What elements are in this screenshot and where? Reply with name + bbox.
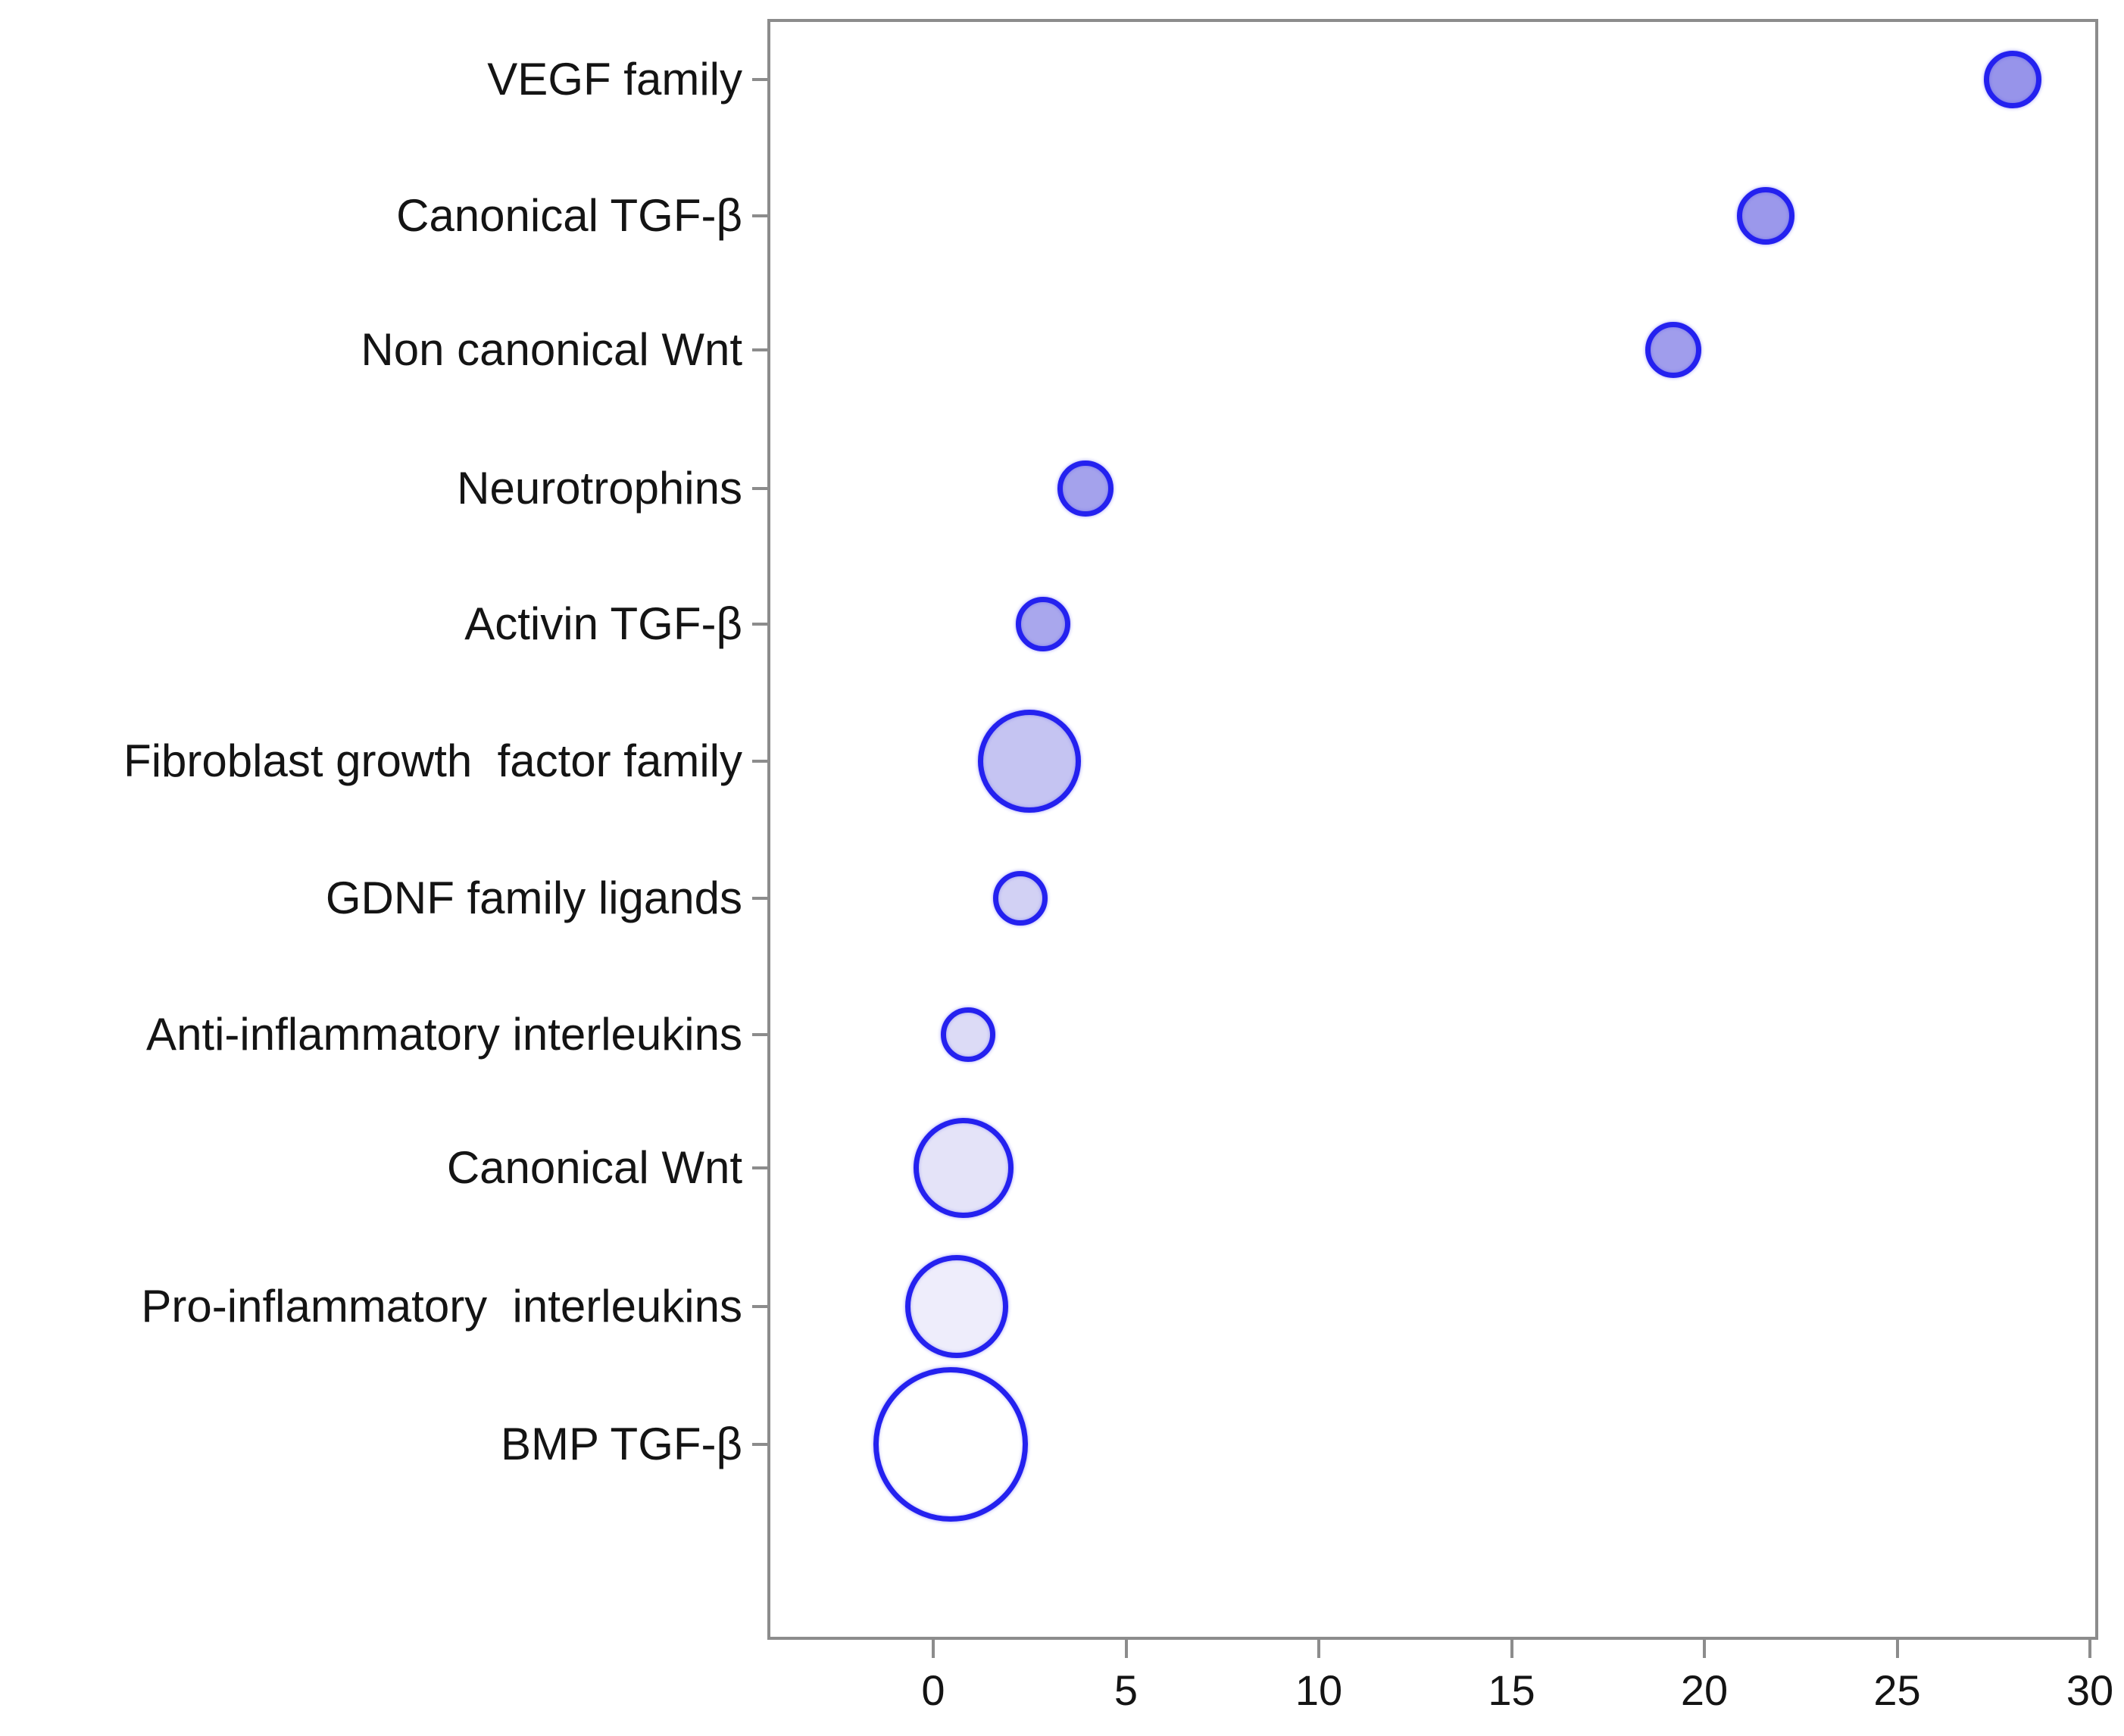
x-tick — [1510, 1640, 1513, 1658]
y-tick — [752, 1166, 767, 1169]
plot-area — [767, 19, 2098, 1640]
y-tick — [752, 78, 767, 81]
x-tick — [1703, 1640, 1706, 1658]
x-tick-label: 5 — [1114, 1666, 1139, 1714]
x-tick-label: 20 — [1680, 1666, 1729, 1714]
bubble — [978, 710, 1082, 813]
y-tick — [752, 897, 767, 900]
category-label: Canonical Wnt — [446, 1142, 742, 1193]
x-tick-label: 0 — [921, 1666, 945, 1714]
x-tick — [1317, 1640, 1320, 1658]
bubble — [1645, 322, 1702, 378]
bubble — [1057, 461, 1114, 517]
category-label: VEGF family — [487, 54, 742, 105]
bubble — [1984, 51, 2042, 108]
y-tick — [752, 623, 767, 626]
y-tick — [752, 214, 767, 217]
x-tick — [932, 1640, 935, 1658]
x-tick — [1895, 1640, 1899, 1658]
x-tick-label: 15 — [1488, 1666, 1535, 1714]
category-label: Anti-inflammatory interleukins — [146, 1009, 742, 1060]
category-label: Non canonical Wnt — [361, 324, 742, 375]
bubble — [1737, 187, 1795, 245]
y-tick — [752, 1305, 767, 1308]
category-label: BMP TGF-β — [501, 1419, 742, 1469]
bubble — [873, 1367, 1028, 1522]
bubble — [904, 1255, 1008, 1358]
y-tick — [752, 348, 767, 351]
bubble — [1016, 597, 1071, 651]
category-label: Neurotrophins — [457, 463, 742, 514]
y-tick — [752, 1443, 767, 1446]
category-label: Activin TGF-β — [464, 598, 742, 649]
bubble — [940, 1007, 995, 1062]
x-tick — [2088, 1640, 2091, 1658]
bubble — [992, 871, 1048, 926]
category-label: GDNF family ligands — [325, 873, 742, 923]
category-label: Pro-inflammatory interleukins — [141, 1281, 742, 1332]
y-tick — [752, 760, 767, 763]
category-label: Fibroblast growth factor family — [123, 735, 742, 786]
category-label: Canonical TGF-β — [396, 190, 742, 241]
x-tick-label: 25 — [1873, 1666, 1921, 1714]
y-tick — [752, 1033, 767, 1036]
y-tick — [752, 487, 767, 490]
bubble — [914, 1118, 1014, 1218]
x-tick — [1124, 1640, 1128, 1658]
x-tick-label: 30 — [2066, 1666, 2114, 1714]
x-tick-label: 10 — [1295, 1666, 1343, 1714]
